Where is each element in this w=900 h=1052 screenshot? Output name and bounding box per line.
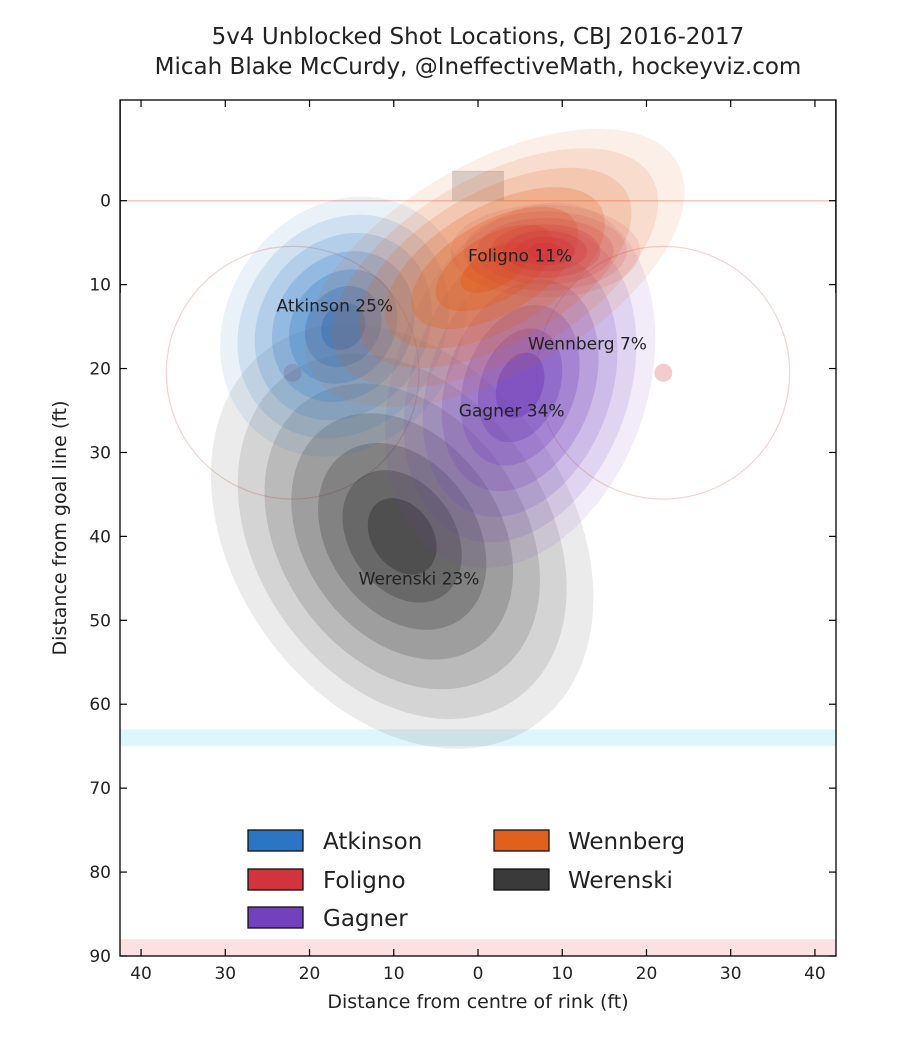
density-werenski [210,324,594,749]
x-tick-label: 40 [804,964,826,984]
faceoff-circle-left [165,245,420,500]
x-tick-label: 10 [383,964,405,984]
density-labels: Atkinson 25% Foligno 11% Gagner 34% Wennber… [277,246,647,589]
x-tick-label: 10 [551,964,573,984]
centre-red-line [120,939,836,956]
plot-area [120,100,836,956]
density-foligno [450,204,641,298]
legend-swatch-wennberg [493,829,550,852]
legend-label-atkinson: Atkinson [323,829,422,855]
x-tick-label: 20 [299,964,321,984]
y-tick-label: 10 [89,276,111,296]
chart-subtitle: Micah Blake McCurdy, @IneffectiveMath, h… [155,54,802,80]
y-tick-label: 90 [89,947,111,967]
y-tick-label: 70 [89,779,111,799]
x-tick-label: 20 [636,964,658,984]
y-tick-label: 30 [89,443,111,463]
chart-title: 5v4 Unblocked Shot Locations, CBJ 2016-2… [212,24,745,50]
x-tick-label: 40 [130,964,152,984]
density-wennberg [305,128,685,407]
legend-label-wennberg: Wennberg [568,829,685,855]
y-tick-label: 0 [100,192,111,212]
contour-foligno-7 [528,242,563,260]
faceoff-dot-right [654,363,673,382]
blue-line [120,729,836,747]
label-atkinson: Atkinson 25% [277,297,394,317]
label-gagner: Gagner 34% [459,402,565,422]
y-axis-label: Distance from goal line (ft) [49,401,71,656]
contour-atkinson-7 [321,303,366,350]
faceoff-dot-left [283,363,302,382]
label-wennberg: Wennberg 7% [528,334,647,354]
goal-net [452,170,504,202]
legend: Atkinson Foligno Gagner Wennberg Werenski [247,829,685,932]
legend-label-gagner: Gagner [323,906,408,932]
contour-gagner-7 [495,352,545,419]
legend-swatch-foligno [247,868,304,891]
contour-werenski-7 [367,498,437,575]
label-werenski: Werenski 23% [359,569,480,589]
legend-label-werenski: Werenski [568,868,673,894]
x-tick-label: 0 [473,964,484,984]
legend-swatch-gagner [247,906,304,929]
density-atkinson [220,196,467,457]
contour-wennberg-7 [460,242,530,293]
y-tick-label: 50 [89,611,111,631]
y-tick-label: 20 [89,360,111,380]
density-gagner [384,202,656,568]
x-axis-label: Distance from centre of rink (ft) [327,991,628,1013]
axes: 40 30 20 10 0 10 20 30 40 0 10 20 30 40 50 60 70 80 90 [89,100,836,984]
y-tick-label: 60 [89,695,111,715]
x-tick-label: 30 [720,964,742,984]
x-tick-label: 30 [214,964,236,984]
legend-label-foligno: Foligno [323,868,406,894]
legend-swatch-werenski [493,868,550,891]
label-foligno: Foligno 11% [468,246,572,266]
y-tick-label: 80 [89,863,111,883]
y-tick-label: 40 [89,527,111,547]
legend-swatch-atkinson [247,829,304,852]
